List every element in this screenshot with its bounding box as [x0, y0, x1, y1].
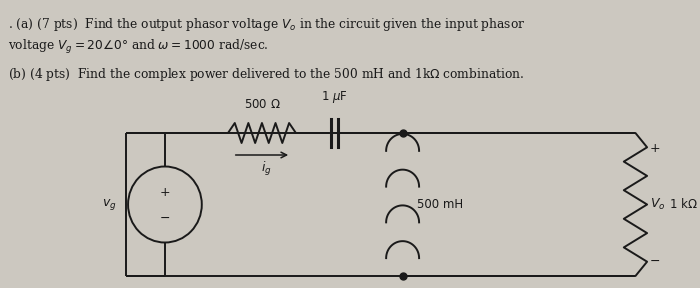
- Text: $V_o$: $V_o$: [650, 197, 666, 212]
- Text: 1 $\mu$F: 1 $\mu$F: [321, 89, 348, 105]
- Text: −: −: [160, 212, 170, 225]
- Text: $v_g$: $v_g$: [102, 197, 116, 212]
- Text: 1 k$\Omega$: 1 k$\Omega$: [669, 198, 698, 211]
- Text: 500 $\Omega$: 500 $\Omega$: [244, 98, 280, 111]
- Text: (b) (4 pts)  Find the complex power delivered to the 500 mH and 1k$\Omega$ combi: (b) (4 pts) Find the complex power deliv…: [8, 66, 524, 83]
- Text: voltage $V_g = 20\angle0°$ and $\omega = 1000$ rad/sec.: voltage $V_g = 20\angle0°$ and $\omega =…: [8, 38, 268, 56]
- Text: −: −: [650, 255, 661, 268]
- Text: $i_g$: $i_g$: [261, 160, 272, 178]
- Text: +: +: [650, 141, 661, 154]
- Text: 500 mH: 500 mH: [417, 198, 463, 211]
- Text: . (a) (7 pts)  Find the output phasor voltage $V_o$ in the circuit given the inp: . (a) (7 pts) Find the output phasor vol…: [8, 16, 525, 33]
- Text: +: +: [160, 186, 170, 199]
